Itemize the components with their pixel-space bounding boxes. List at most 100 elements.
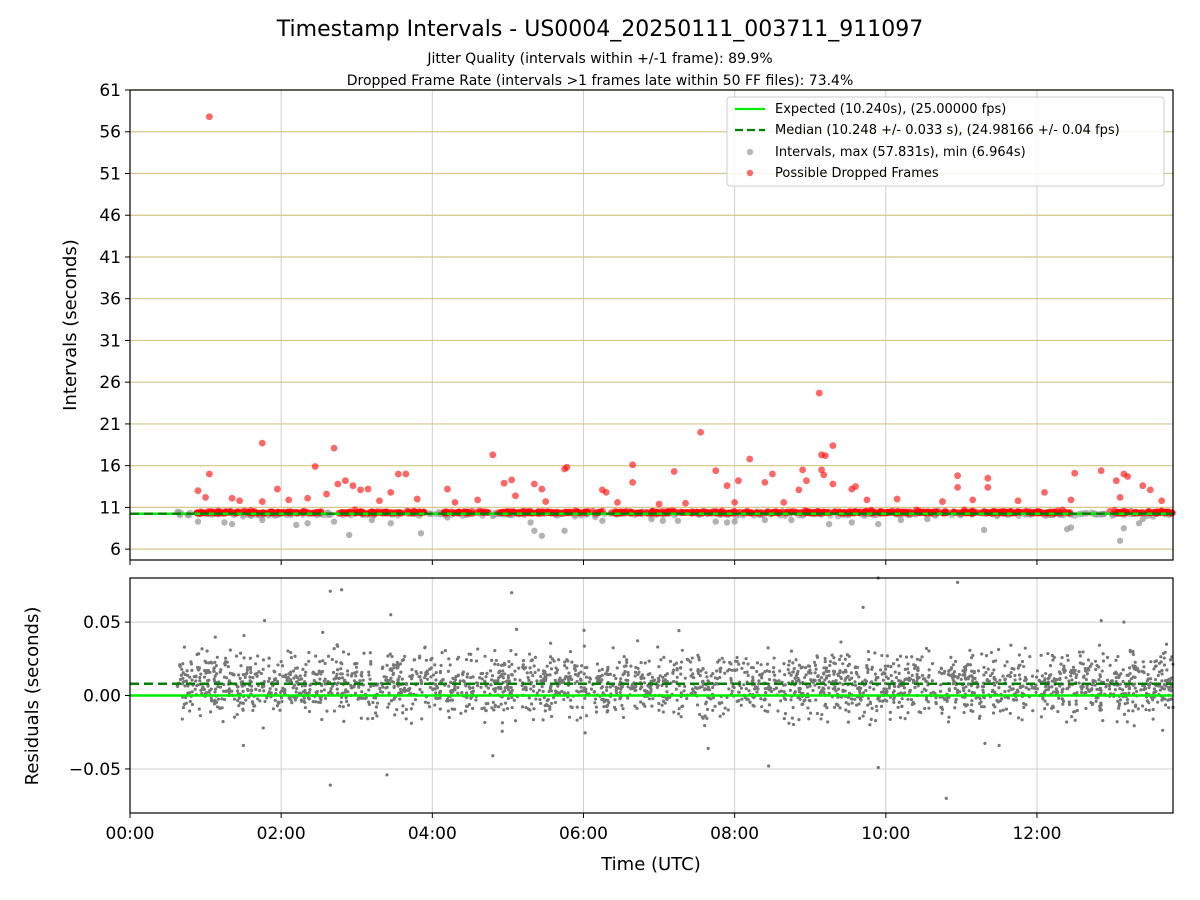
residual-point [485, 671, 489, 675]
residual-point [1147, 686, 1151, 690]
residual-point [180, 717, 184, 721]
residual-point [409, 707, 413, 711]
residual-point [465, 675, 469, 679]
residual-point [570, 660, 574, 664]
residual-point [345, 669, 350, 673]
dropped-frame-point [893, 495, 901, 503]
residual-point [838, 669, 842, 673]
residual-point [967, 689, 971, 693]
residual-point [250, 684, 254, 688]
residual-point [675, 698, 679, 702]
residual-point [185, 669, 189, 673]
residual-point [484, 709, 488, 713]
residual-point [887, 686, 891, 690]
residual-point [522, 667, 526, 671]
residual-point [652, 678, 657, 682]
residual-point [682, 689, 686, 693]
residual-point [723, 671, 727, 675]
residual-point [567, 715, 572, 719]
residual-point [993, 690, 997, 694]
residual-point [389, 699, 394, 703]
residual-point [1058, 676, 1062, 681]
residual-point [1097, 643, 1102, 647]
residual-point [876, 765, 880, 770]
residual-point [249, 688, 254, 692]
residual-point [256, 697, 260, 701]
residual-point [199, 672, 203, 676]
residual-point [998, 709, 1002, 713]
residual-point [1043, 677, 1047, 681]
residual-point [200, 691, 204, 696]
residual-point [940, 711, 944, 715]
residual-point [828, 659, 833, 664]
residual-point [231, 673, 235, 677]
residual-point [341, 705, 345, 709]
residual-point [216, 697, 221, 701]
residual-point [236, 685, 240, 689]
residual-point [886, 664, 890, 668]
residual-point [509, 685, 513, 690]
residual-point [575, 705, 579, 709]
residual-point [802, 699, 806, 703]
residual-point [759, 674, 764, 678]
residual-point [510, 662, 514, 667]
residual-point [1159, 660, 1163, 664]
residual-point [469, 658, 473, 663]
residual-point [194, 679, 198, 683]
residual-point [968, 648, 972, 652]
residual-point [923, 677, 927, 681]
residual-point [283, 687, 287, 691]
dropped-frame-point [712, 467, 720, 475]
residual-point [556, 684, 560, 688]
residual-point [359, 673, 363, 677]
residual-point [499, 663, 504, 667]
residual-point [363, 697, 367, 701]
residual-point [947, 669, 951, 673]
residual-point [345, 699, 349, 704]
residual-point [930, 679, 934, 683]
residual-point [939, 667, 944, 671]
residual-point [386, 705, 390, 709]
residual-point [409, 721, 414, 725]
residual-point [923, 706, 927, 711]
residual-point [272, 669, 276, 673]
residual-point [1121, 679, 1125, 684]
residual-point [283, 674, 287, 678]
residual-point [900, 697, 904, 701]
residual-point [597, 669, 601, 673]
residual-point [344, 696, 348, 700]
residual-point [182, 702, 186, 706]
residual-point [392, 666, 396, 670]
residual-point [1084, 677, 1088, 682]
residual-point [294, 690, 298, 694]
residual-point [832, 670, 837, 674]
dropped-frame-point [670, 468, 678, 475]
residual-point [1072, 710, 1076, 714]
residual-point [793, 691, 797, 695]
residual-point [1124, 684, 1128, 688]
residual-point [1011, 687, 1015, 691]
residual-point [1067, 679, 1071, 683]
residual-point [320, 669, 325, 674]
residual-point [969, 709, 973, 713]
residual-point [1131, 700, 1135, 704]
residual-point [605, 685, 609, 689]
residual-point [349, 674, 354, 678]
residual-point [1027, 687, 1031, 691]
residual-point [823, 660, 827, 664]
residual-point [498, 674, 502, 678]
residual-point [532, 707, 536, 711]
dropped-frame-point [376, 497, 383, 505]
residual-point [962, 689, 966, 693]
residual-point [1051, 690, 1056, 694]
residual-point [392, 684, 396, 688]
residual-point [1009, 643, 1013, 647]
residual-point [255, 671, 259, 676]
residual-point [1149, 677, 1153, 681]
residual-point [1151, 717, 1155, 721]
residual-point [318, 660, 322, 664]
residual-point [1141, 669, 1145, 674]
dropped-frame-point [829, 480, 837, 488]
residual-point [939, 705, 943, 709]
residual-point [339, 661, 343, 665]
